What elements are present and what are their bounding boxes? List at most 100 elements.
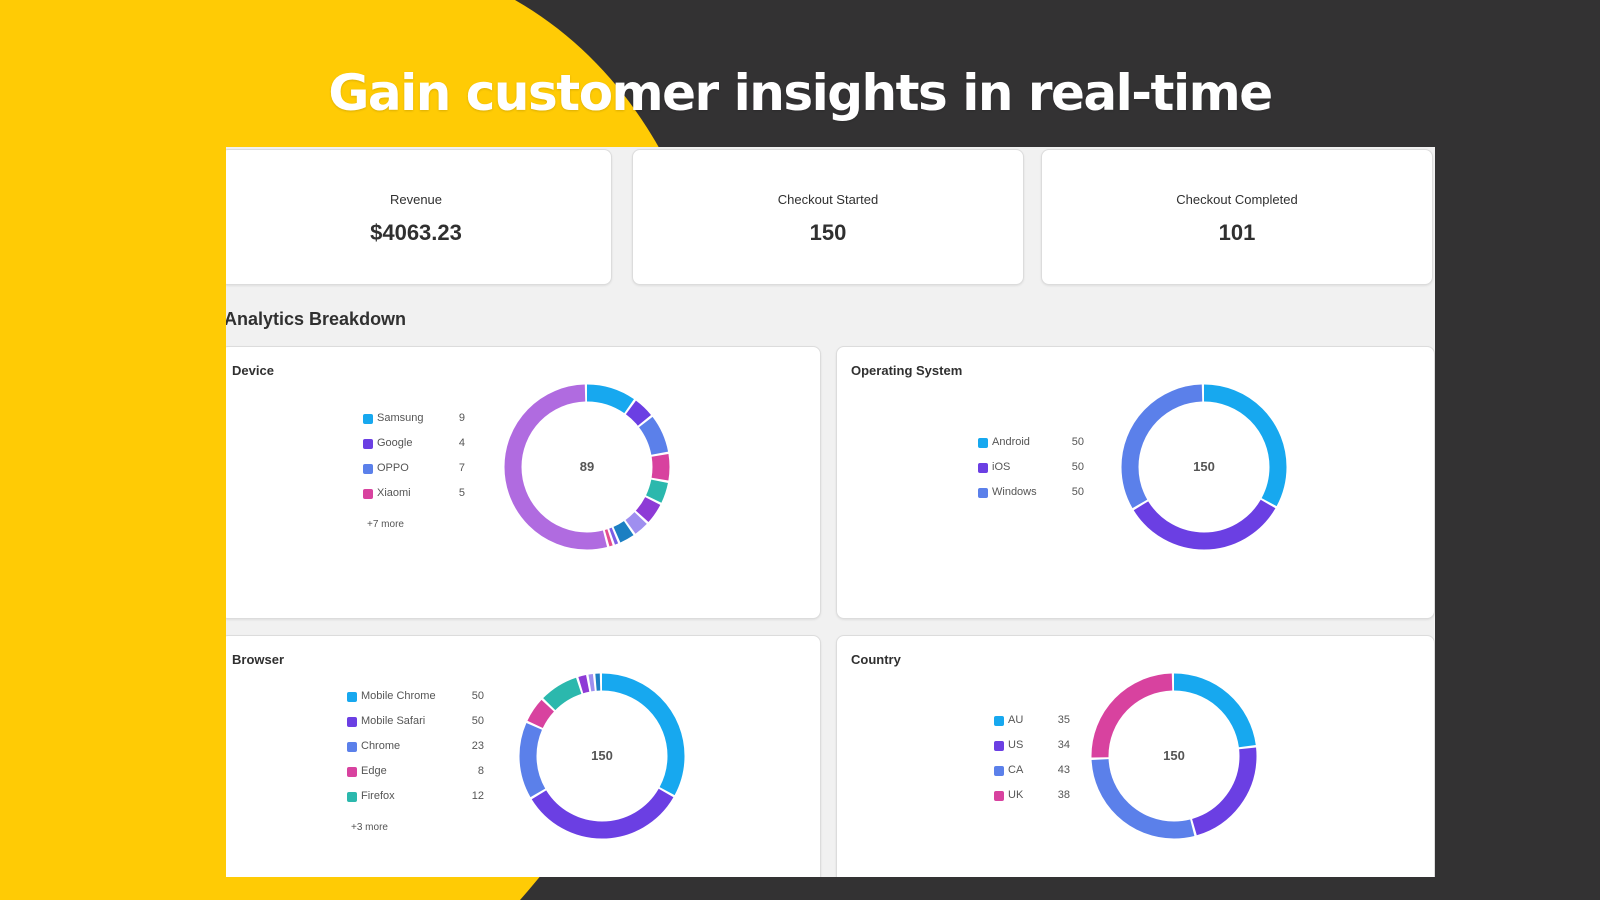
legend-label: OPPO	[377, 462, 409, 474]
legend-item[interactable]: CA 43	[994, 764, 1084, 780]
legend-item[interactable]: Google 4	[363, 437, 473, 453]
legend-item[interactable]: Edge 8	[347, 765, 492, 781]
card-title: Country	[851, 652, 901, 667]
legend-label: Android	[992, 436, 1030, 448]
donut-slice[interactable]	[519, 673, 685, 839]
legend-item[interactable]: Android 50	[978, 436, 1088, 452]
donut-slice[interactable]	[519, 673, 685, 839]
legend-item[interactable]: Chrome 23	[347, 740, 492, 756]
donut-chart: 150	[1091, 673, 1257, 839]
legend-label: Mobile Chrome	[361, 690, 436, 702]
donut-slice[interactable]	[1091, 673, 1257, 839]
legend-swatch	[347, 767, 357, 777]
legend-label: Mobile Safari	[361, 715, 426, 727]
legend-item[interactable]: AU 35	[994, 714, 1084, 730]
legend-label: Windows	[992, 486, 1037, 498]
donut-center-value: 150	[1163, 748, 1185, 763]
legend-label: Edge	[361, 765, 387, 777]
legend-label: CA	[1008, 764, 1024, 776]
legend-swatch	[347, 742, 357, 752]
stat-card-revenue: Revenue $4063.23	[226, 149, 612, 285]
donut-slice[interactable]	[1091, 673, 1257, 839]
legend-more-link[interactable]: +3 more	[351, 822, 388, 833]
legend-item[interactable]: iOS 50	[978, 461, 1088, 477]
card-country: Country AU 35 US 34 CA 43 UK 38 150	[836, 635, 1435, 877]
stat-value: 150	[809, 220, 847, 245]
legend-item[interactable]: Mobile Chrome 50	[347, 690, 492, 706]
legend-swatch	[978, 463, 988, 473]
legend-value: 50	[471, 690, 484, 702]
legend-value: 35	[1057, 714, 1070, 726]
stat-label: Checkout Started	[777, 192, 879, 207]
legend-swatch	[347, 792, 357, 802]
donut-chart: 89	[504, 384, 670, 550]
legend-more-link[interactable]: +7 more	[367, 519, 404, 530]
legend-value: 50	[1071, 486, 1084, 498]
legend-value: 23	[471, 740, 484, 752]
legend-swatch	[347, 717, 357, 727]
card-title: Device	[232, 363, 274, 378]
legend-label: Firefox	[361, 790, 395, 802]
legend-swatch	[363, 464, 373, 474]
legend-item[interactable]: Windows 50	[978, 486, 1088, 502]
legend-value: 50	[1071, 461, 1084, 473]
legend-label: Chrome	[361, 740, 401, 752]
legend-swatch	[363, 414, 373, 424]
card-browser: Browser Mobile Chrome 50 Mobile Safari 5…	[226, 635, 821, 877]
legend-swatch	[978, 438, 988, 448]
donut-center-value: 89	[580, 459, 594, 474]
legend-value: 43	[1057, 764, 1070, 776]
legend-swatch	[994, 716, 1004, 726]
card-title: Operating System	[851, 363, 963, 378]
legend-swatch	[978, 488, 988, 498]
donut-slice[interactable]	[504, 384, 670, 550]
legend-swatch	[363, 439, 373, 449]
legend-value: 12	[471, 790, 484, 802]
legend-item[interactable]: Samsung 9	[363, 412, 473, 428]
stat-card-checkout-started: Checkout Started 150	[632, 149, 1024, 285]
legend-swatch	[347, 692, 357, 702]
donut-slice[interactable]	[1121, 384, 1287, 550]
legend-item[interactable]: Firefox 12	[347, 790, 492, 806]
donut-slice[interactable]	[504, 384, 670, 550]
legend-label: iOS	[992, 461, 1011, 473]
legend-label: UK	[1008, 789, 1024, 801]
legend-item[interactable]: US 34	[994, 739, 1084, 755]
stat-value: 101	[1218, 220, 1256, 245]
stat-label: Checkout Completed	[1176, 192, 1298, 207]
donut-center-value: 150	[1193, 459, 1215, 474]
donut-slice[interactable]	[1091, 673, 1257, 839]
legend-swatch	[994, 766, 1004, 776]
legend-value: 50	[1071, 436, 1084, 448]
donut-slice[interactable]	[1121, 384, 1287, 550]
donut-slice[interactable]	[504, 384, 670, 550]
legend-value: 50	[471, 715, 484, 727]
legend-label: AU	[1008, 714, 1024, 726]
card-title: Browser	[232, 652, 285, 667]
stat-card-checkout-completed: Checkout Completed 101	[1041, 149, 1433, 285]
legend-label: US	[1008, 739, 1024, 751]
donut-slice[interactable]	[1091, 673, 1257, 839]
donut-center-value: 150	[591, 748, 613, 763]
legend-label: Samsung	[377, 412, 424, 424]
legend-label: Xiaomi	[377, 487, 411, 499]
legend-value: 7	[458, 462, 465, 474]
donut-chart: 150	[519, 673, 685, 839]
legend-swatch	[994, 741, 1004, 751]
legend-value: 34	[1057, 739, 1070, 751]
legend-item[interactable]: Mobile Safari 50	[347, 715, 492, 731]
stat-label: Revenue	[389, 192, 443, 207]
stat-value: $4063.23	[370, 220, 462, 245]
legend-item[interactable]: UK 38	[994, 789, 1084, 805]
hero-headline: Gain customer insights in real-time	[328, 64, 1273, 122]
legend-value: 38	[1057, 789, 1070, 801]
donut-slice[interactable]	[519, 673, 685, 839]
legend-value: 5	[458, 487, 465, 499]
legend-label: Google	[377, 437, 413, 449]
section-title: Analytics Breakdown	[226, 309, 407, 329]
legend-item[interactable]: OPPO 7	[363, 462, 473, 478]
card-device: Device Samsung 9 Google 4 OPPO 7 Xiaomi …	[226, 346, 821, 619]
donut-slice[interactable]	[1121, 384, 1287, 550]
legend-swatch	[363, 489, 373, 499]
legend-item[interactable]: Xiaomi 5	[363, 487, 473, 503]
